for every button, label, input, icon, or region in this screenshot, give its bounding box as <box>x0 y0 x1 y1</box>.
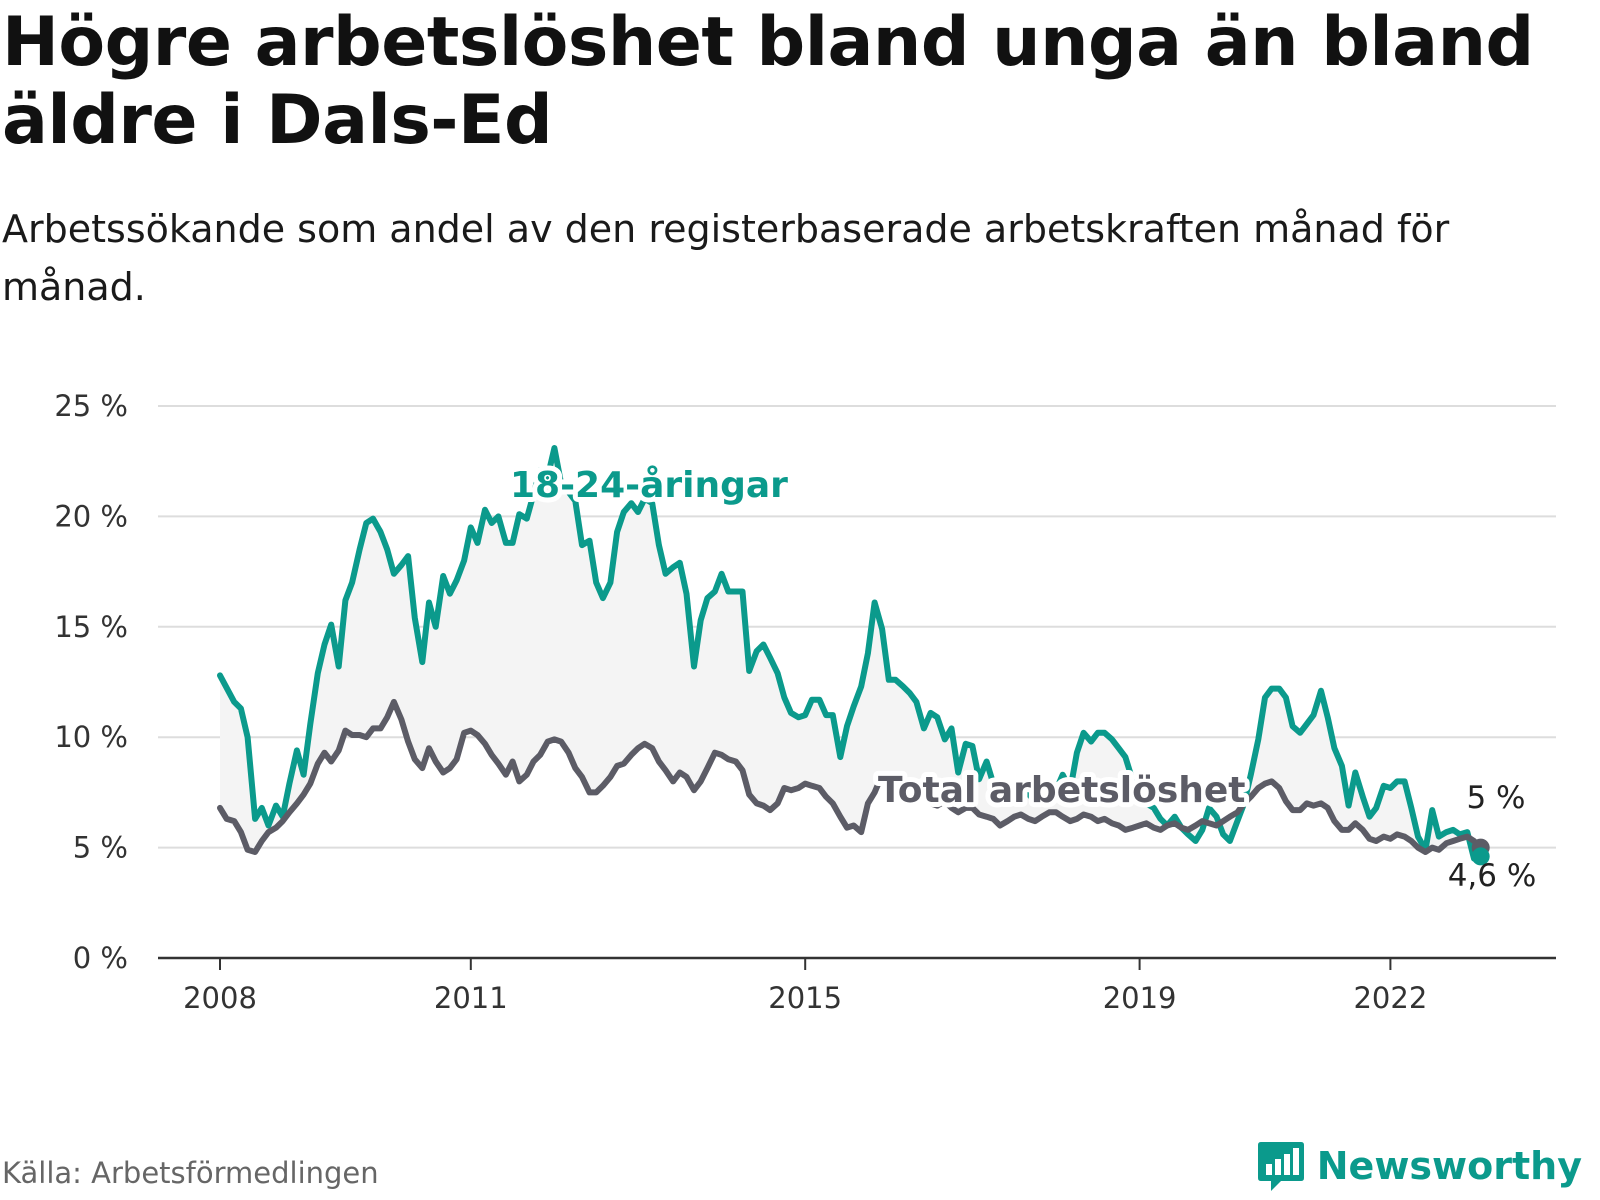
y-tick-label: 20 % <box>54 499 128 533</box>
series-line-young <box>217 445 1484 862</box>
line-chart: 0 % 5 % 10 % 15 % 20 % 25 % 2008 2011 2015 2019 20… <box>54 389 1556 1015</box>
x-tick-label: 2011 <box>434 981 508 1015</box>
y-tick-label: 10 % <box>54 720 128 754</box>
brand-name: Newsworthy <box>1316 1144 1582 1188</box>
series-label-total-halo: Total arbetslöshet <box>878 770 1246 811</box>
axes: 0 % 5 % 10 % 15 % 20 % 25 % 2008 2011 2015 2019 20… <box>54 389 1556 1015</box>
series-line-total <box>217 698 1484 855</box>
end-label-total: 5 % <box>1466 780 1525 816</box>
y-tick-label: 25 % <box>54 389 128 423</box>
newsworthy-logo-icon <box>1257 1142 1304 1191</box>
y-tick-label: 15 % <box>54 610 128 644</box>
gap-area-fill <box>220 448 1481 859</box>
x-tick-label: 2008 <box>183 981 257 1015</box>
gap-area <box>220 448 1481 859</box>
x-tick-label: 2019 <box>1103 981 1177 1015</box>
brand-logo: Newsworthy <box>1257 1140 1582 1192</box>
end-label-young: 4,6 % <box>1448 858 1537 894</box>
series-label-total: Total arbetslöshet <box>878 770 1246 811</box>
series-label-young-halo: 18-24-åringar <box>510 465 788 506</box>
x-tick-label: 2022 <box>1353 981 1427 1015</box>
chart-subtitle: Arbetssökande som andel av den registerb… <box>2 207 1450 309</box>
chart-title: Högre arbetslöshet bland unga än bland ä… <box>2 3 1534 160</box>
series-label-young: 18-24-åringar <box>510 465 788 506</box>
y-tick-label: 0 % <box>73 941 128 975</box>
x-tick-label: 2015 <box>768 981 842 1015</box>
source-note: Källa: Arbetsförmedlingen <box>2 1156 379 1190</box>
y-tick-label: 5 % <box>73 831 128 865</box>
series-lines <box>217 445 1490 866</box>
end-point-young <box>1471 847 1490 866</box>
